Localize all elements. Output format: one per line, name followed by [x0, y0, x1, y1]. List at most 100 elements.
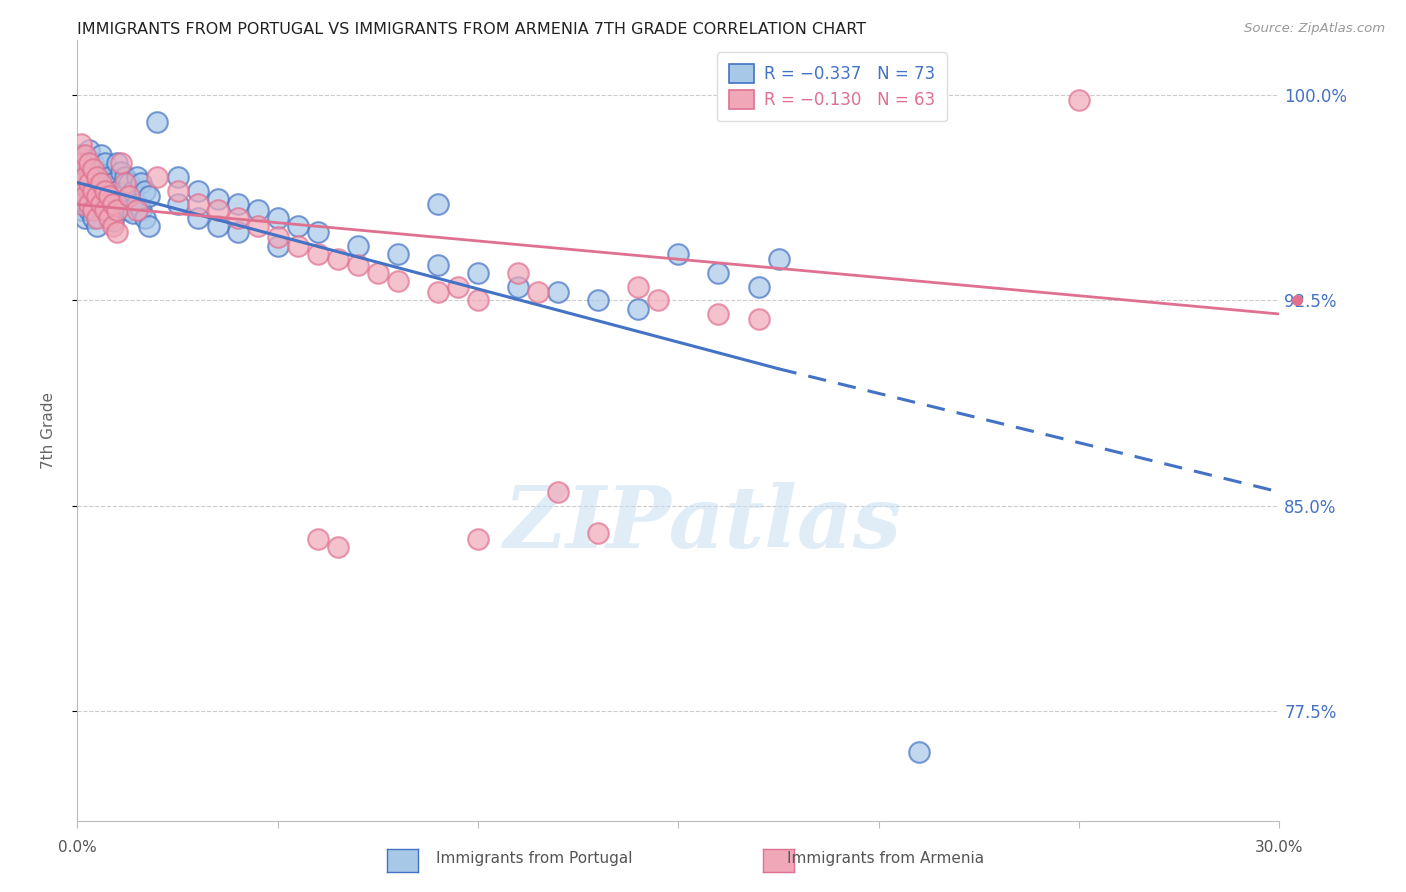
Point — [326, 540, 349, 554]
Point — [131, 176, 153, 190]
Point — [307, 246, 329, 260]
Point — [94, 156, 117, 170]
Point — [103, 197, 125, 211]
Text: 0.0%: 0.0% — [58, 840, 97, 855]
Point — [79, 156, 101, 170]
Point — [75, 189, 97, 203]
Point — [287, 219, 309, 234]
Point — [75, 148, 97, 162]
Point — [114, 197, 136, 211]
Point — [82, 184, 104, 198]
Point — [98, 189, 121, 203]
Point — [467, 293, 489, 308]
Point — [127, 170, 149, 185]
Point — [79, 202, 101, 217]
Point — [347, 238, 370, 252]
Text: Immigrants from Portugal: Immigrants from Portugal — [436, 851, 633, 865]
Point — [267, 238, 290, 252]
Point — [187, 211, 209, 226]
Point — [627, 301, 650, 316]
Point — [427, 258, 450, 272]
Point — [82, 156, 104, 170]
Point — [467, 532, 489, 546]
Point — [70, 148, 93, 162]
Point — [110, 164, 132, 178]
Point — [207, 219, 229, 234]
Point — [908, 745, 931, 759]
Point — [70, 176, 93, 190]
Point — [122, 184, 145, 198]
Point — [508, 279, 530, 293]
Point — [347, 258, 370, 272]
Point — [588, 293, 610, 308]
Point — [75, 170, 97, 185]
Point — [588, 526, 610, 541]
Point — [627, 279, 650, 293]
Point — [90, 192, 112, 206]
Point — [668, 246, 690, 260]
Point — [70, 197, 93, 211]
Point — [75, 156, 97, 170]
Point — [98, 189, 121, 203]
Point — [134, 184, 156, 198]
Point — [527, 285, 550, 299]
Point — [107, 202, 129, 217]
Point — [226, 197, 249, 211]
Point — [98, 211, 121, 226]
Point — [187, 184, 209, 198]
Point — [127, 202, 149, 217]
Point — [207, 192, 229, 206]
Point — [79, 176, 101, 190]
Point — [246, 219, 269, 234]
Point — [118, 176, 141, 190]
Point — [707, 307, 730, 321]
Point — [82, 176, 104, 190]
Point — [79, 197, 101, 211]
Point — [146, 115, 169, 129]
Point — [98, 205, 121, 219]
Text: ZIPatlas: ZIPatlas — [503, 483, 901, 566]
Point — [138, 219, 160, 234]
Point — [107, 156, 129, 170]
Point — [246, 202, 269, 217]
Point — [547, 485, 569, 500]
Point — [79, 143, 101, 157]
Point — [82, 211, 104, 226]
Point — [94, 202, 117, 217]
Point — [768, 252, 790, 267]
Point — [90, 197, 112, 211]
Point — [131, 202, 153, 217]
Point — [103, 214, 125, 228]
Point — [86, 197, 108, 211]
Point — [326, 252, 349, 267]
Point — [427, 285, 450, 299]
Point — [86, 184, 108, 198]
Point — [307, 532, 329, 546]
Point — [387, 246, 409, 260]
Point — [103, 219, 125, 234]
Point — [103, 176, 125, 190]
Point — [226, 225, 249, 239]
Point — [79, 184, 101, 198]
Point — [267, 211, 290, 226]
Point — [110, 189, 132, 203]
Text: 30.0%: 30.0% — [1256, 840, 1303, 855]
Point — [134, 211, 156, 226]
Point — [127, 197, 149, 211]
Point — [70, 170, 93, 185]
Point — [70, 186, 93, 201]
Point — [547, 285, 569, 299]
Point — [146, 170, 169, 185]
Point — [107, 184, 129, 198]
Point — [82, 202, 104, 217]
Point — [79, 164, 101, 178]
Point — [86, 164, 108, 178]
Point — [187, 197, 209, 211]
Point — [90, 148, 112, 162]
Point — [75, 211, 97, 226]
Point — [114, 170, 136, 185]
Point — [86, 189, 108, 203]
Point — [166, 197, 188, 211]
Point — [166, 184, 188, 198]
Point — [427, 197, 450, 211]
